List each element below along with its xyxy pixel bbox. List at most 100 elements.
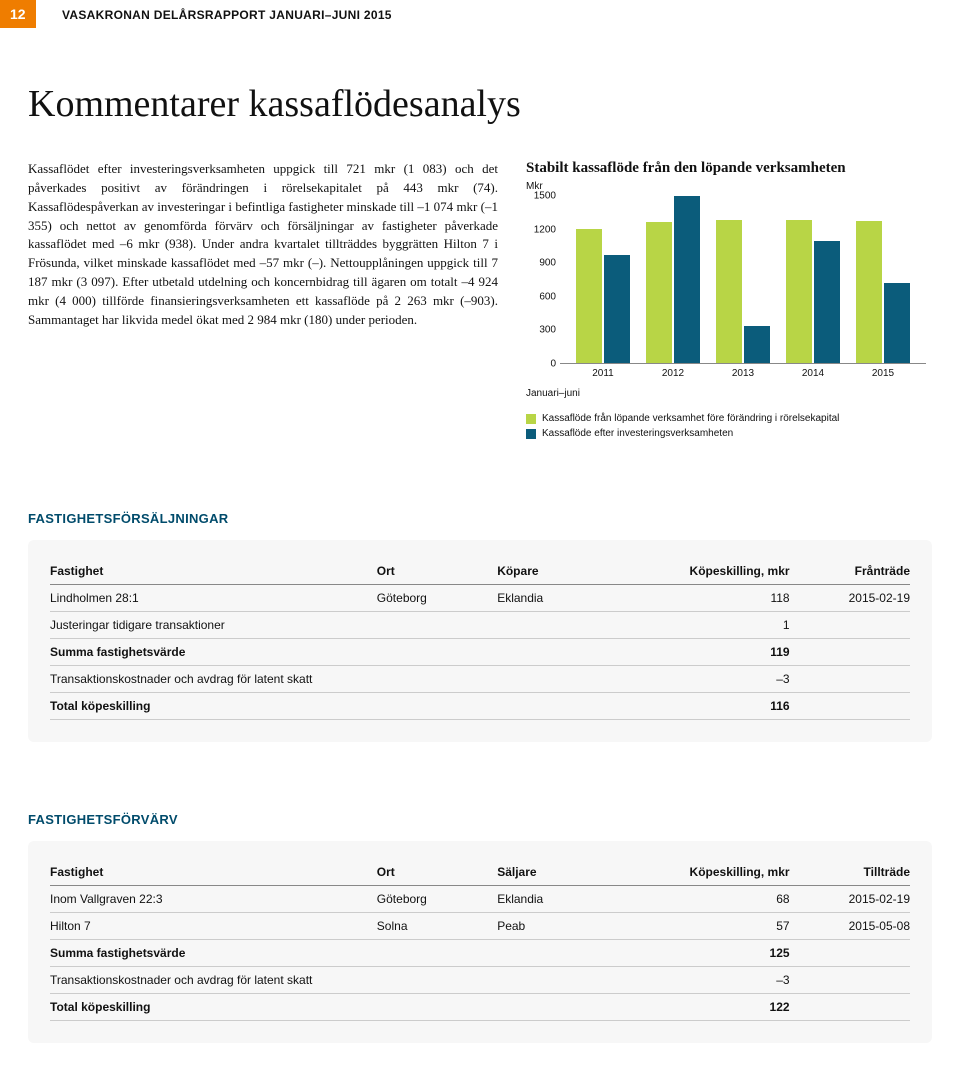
bar-series2 <box>884 283 910 363</box>
table-cell <box>497 994 652 1021</box>
x-label: 2012 <box>646 368 700 379</box>
table-header: Fastighet <box>50 859 377 886</box>
table-cell <box>497 639 652 666</box>
bar-series1 <box>856 221 882 363</box>
table-cell: 68 <box>652 886 790 913</box>
table-cell <box>377 612 497 639</box>
table-cell: Göteborg <box>377 886 497 913</box>
table-cell <box>790 666 910 693</box>
table-cell: Hilton 7 <box>50 913 377 940</box>
table-cell: 118 <box>652 585 790 612</box>
table-cell <box>377 693 497 720</box>
section-heading-sales: FASTIGHETSFÖRSÄLJNINGAR <box>28 511 932 526</box>
bar-series1 <box>786 220 812 363</box>
body-paragraph: Kassaflödet efter investeringsverksamhet… <box>28 160 498 330</box>
table-cell: 2015-02-19 <box>790 585 910 612</box>
table-cell: Summa fastighetsvärde <box>50 940 377 967</box>
table-header: Ort <box>377 859 497 886</box>
table-cell <box>377 940 497 967</box>
acq-card: FastighetOrtSäljareKöpeskilling, mkrTill… <box>28 841 932 1043</box>
bar-series2 <box>744 326 770 363</box>
legend-swatch-1 <box>526 414 536 424</box>
y-tick: 1200 <box>534 224 556 235</box>
table-cell: 119 <box>652 639 790 666</box>
table-cell: Total köpeskilling <box>50 994 377 1021</box>
table-cell: Eklandia <box>497 886 652 913</box>
y-tick: 1500 <box>534 191 556 202</box>
table-cell <box>377 967 497 994</box>
table-header: Köpare <box>497 558 652 585</box>
bar-group <box>716 220 770 363</box>
table-cell <box>790 639 910 666</box>
table-cell <box>497 666 652 693</box>
bar-series2 <box>604 255 630 363</box>
y-tick: 0 <box>550 359 556 370</box>
table-cell: Summa fastighetsvärde <box>50 639 377 666</box>
bar-group <box>856 221 910 363</box>
table-cell <box>497 940 652 967</box>
legend-label-1: Kassaflöde från löpande verksamhet före … <box>542 411 839 426</box>
x-label: 2013 <box>716 368 770 379</box>
table-cell <box>790 967 910 994</box>
x-label: 2015 <box>856 368 910 379</box>
table-row: Transaktionskostnader och avdrag för lat… <box>50 666 910 693</box>
table-row: Total köpeskilling116 <box>50 693 910 720</box>
table-row: Inom Vallgraven 22:3GöteborgEklandia6820… <box>50 886 910 913</box>
table-cell: Eklandia <box>497 585 652 612</box>
chart-legend: Kassaflöde från löpande verksamhet före … <box>526 411 932 441</box>
y-tick: 900 <box>539 258 556 269</box>
table-cell: –3 <box>652 967 790 994</box>
table-cell <box>377 994 497 1021</box>
legend-label-2: Kassaflöde efter investeringsverksamhete… <box>542 426 733 441</box>
table-cell: Peab <box>497 913 652 940</box>
bar-group <box>786 220 840 363</box>
table-cell: Inom Vallgraven 22:3 <box>50 886 377 913</box>
chart-subtitle: Januari–juni <box>526 388 932 399</box>
table-cell <box>790 612 910 639</box>
table-cell <box>497 693 652 720</box>
legend-swatch-2 <box>526 429 536 439</box>
table-cell: Transaktionskostnader och avdrag för lat… <box>50 967 377 994</box>
table-cell: 2015-02-19 <box>790 886 910 913</box>
table-row: Summa fastighetsvärde 119 <box>50 639 910 666</box>
table-row: Lindholmen 28:1GöteborgEklandia1182015-0… <box>50 585 910 612</box>
table-row: Justeringar tidigare transaktioner1 <box>50 612 910 639</box>
table-header: Fastighet <box>50 558 377 585</box>
table-header: Säljare <box>497 859 652 886</box>
table-cell: 125 <box>652 940 790 967</box>
chart-unit: Mkr <box>526 181 932 192</box>
bar-series1 <box>576 229 602 363</box>
acq-table: FastighetOrtSäljareKöpeskilling, mkrTill… <box>50 859 910 1021</box>
bar-series2 <box>674 196 700 363</box>
y-tick: 600 <box>539 291 556 302</box>
table-header: Ort <box>377 558 497 585</box>
x-label: 2014 <box>786 368 840 379</box>
bar-series1 <box>646 222 672 363</box>
table-cell: –3 <box>652 666 790 693</box>
table-cell: Solna <box>377 913 497 940</box>
section-heading-acq: FASTIGHETSFÖRVÄRV <box>28 812 932 827</box>
running-head: VASAKRONAN DELÅRSRAPPORT JANUARI–JUNI 20… <box>62 0 932 22</box>
table-cell <box>497 612 652 639</box>
table-cell: Göteborg <box>377 585 497 612</box>
table-cell: 1 <box>652 612 790 639</box>
table-cell: 2015-05-08 <box>790 913 910 940</box>
table-cell <box>790 693 910 720</box>
table-header: Köpeskilling, mkr <box>652 558 790 585</box>
table-row: Hilton 7SolnaPeab572015-05-08 <box>50 913 910 940</box>
table-cell <box>497 967 652 994</box>
bar-chart: 150012009006003000 20112012201320142015 <box>526 196 926 386</box>
table-cell <box>377 666 497 693</box>
table-header: Frånträde <box>790 558 910 585</box>
table-header: Köpeskilling, mkr <box>652 859 790 886</box>
chart-title: Stabilt kassaflöde från den löpande verk… <box>526 160 932 177</box>
sales-table: FastighetOrtKöpareKöpeskilling, mkrFrånt… <box>50 558 910 720</box>
table-row: Transaktionskostnader och avdrag för lat… <box>50 967 910 994</box>
table-cell <box>377 639 497 666</box>
bar-series1 <box>716 220 742 363</box>
bar-series2 <box>814 241 840 363</box>
table-row: Total köpeskilling122 <box>50 994 910 1021</box>
bar-group <box>646 196 700 363</box>
table-header: Tillträde <box>790 859 910 886</box>
table-cell: Total köpeskilling <box>50 693 377 720</box>
